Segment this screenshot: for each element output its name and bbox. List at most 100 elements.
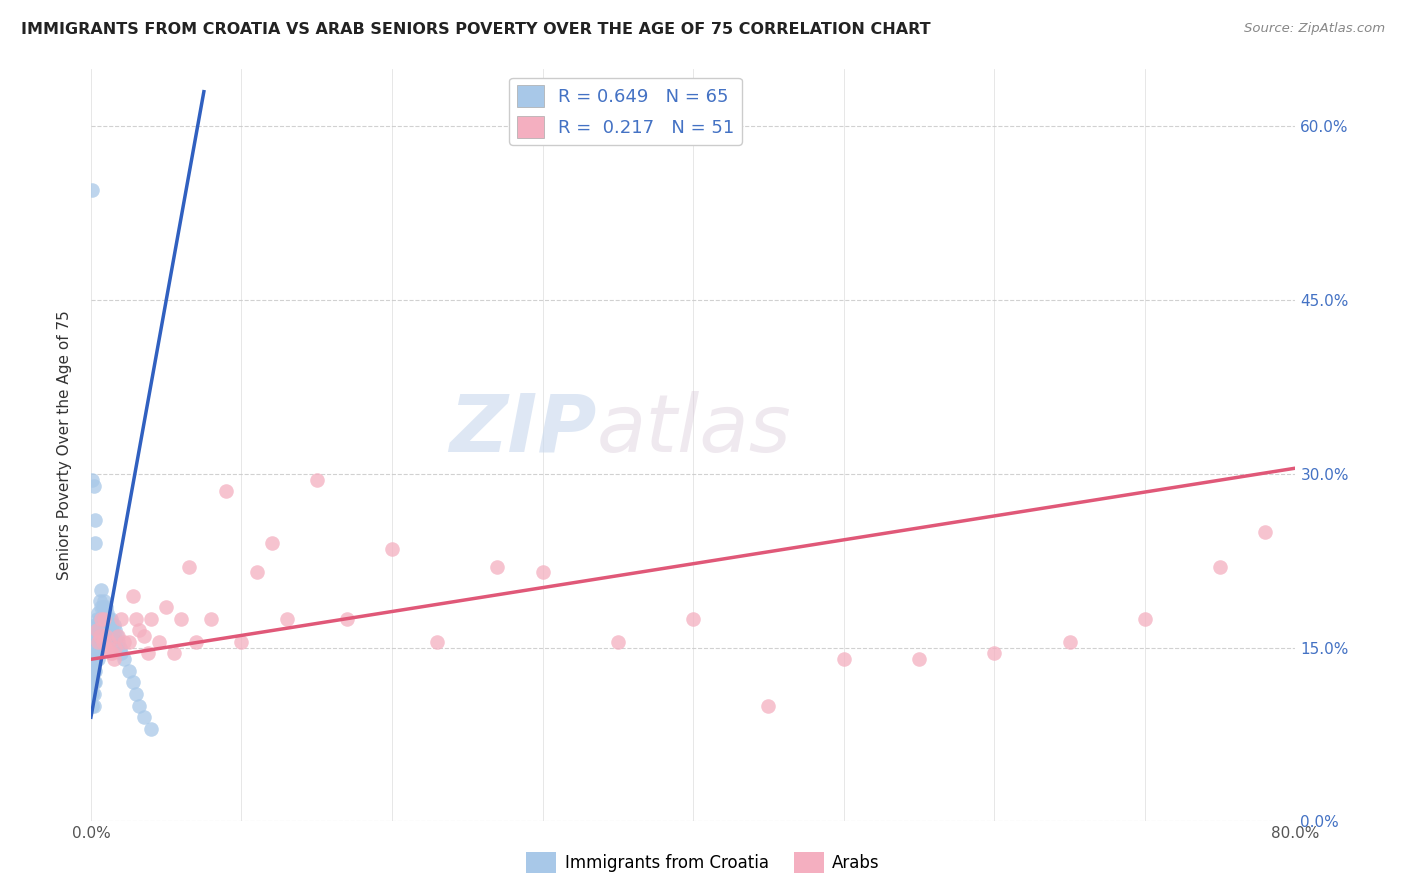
Point [177, 559, 200, 574]
Point [132, 629, 155, 643]
Point [426, 635, 449, 649]
Point [103, 629, 125, 643]
Text: Source: ZipAtlas.com: Source: ZipAtlas.com [1244, 22, 1385, 36]
Point [86, 624, 108, 638]
Point [89, 594, 111, 608]
Point [84, 513, 107, 527]
Point [682, 612, 704, 626]
Text: IMMIGRANTS FROM CROATIA VS ARAB SENIORS POVERTY OVER THE AGE OF 75 CORRELATION C: IMMIGRANTS FROM CROATIA VS ARAB SENIORS … [21, 22, 931, 37]
Point [101, 617, 124, 632]
Point [215, 484, 238, 499]
Point [82, 664, 104, 678]
Point [87, 629, 110, 643]
Point [832, 652, 855, 666]
Point [122, 589, 145, 603]
Point [86, 647, 108, 661]
Point [231, 635, 253, 649]
Legend: Immigrants from Croatia, Arabs: Immigrants from Croatia, Arabs [520, 846, 886, 880]
Point [110, 612, 132, 626]
Point [606, 635, 628, 649]
Point [94, 629, 117, 643]
Point [90, 617, 112, 632]
Point [91, 612, 114, 626]
Point [94, 617, 117, 632]
Point [122, 675, 145, 690]
Point [112, 652, 135, 666]
Point [89, 612, 111, 626]
Point [125, 687, 148, 701]
Text: atlas: atlas [596, 391, 792, 469]
Point [87, 652, 110, 666]
Point [1059, 635, 1081, 649]
Point [83, 664, 105, 678]
Point [105, 629, 128, 643]
Point [91, 624, 114, 638]
Point [83, 478, 105, 492]
Point [82, 675, 104, 690]
Point [141, 722, 163, 736]
Point [200, 612, 222, 626]
Point [82, 473, 104, 487]
Point [107, 635, 129, 649]
Point [1209, 559, 1232, 574]
Legend: R = 0.649   N = 65, R =  0.217   N = 51: R = 0.649 N = 65, R = 0.217 N = 51 [509, 78, 742, 145]
Point [305, 473, 328, 487]
Point [163, 647, 186, 661]
Point [381, 542, 404, 557]
Point [86, 624, 108, 638]
Point [90, 600, 112, 615]
Point [96, 617, 118, 632]
Point [103, 652, 125, 666]
Point [83, 675, 105, 690]
Point [83, 687, 105, 701]
Point [103, 617, 125, 632]
Point [82, 698, 104, 713]
Point [531, 566, 554, 580]
Point [112, 635, 135, 649]
Point [128, 624, 150, 638]
Point [86, 635, 108, 649]
Point [90, 612, 112, 626]
Point [98, 635, 121, 649]
Point [86, 612, 108, 626]
Point [87, 640, 110, 655]
Point [98, 624, 121, 638]
Point [100, 612, 122, 626]
Point [108, 640, 131, 655]
Point [486, 559, 509, 574]
Point [91, 635, 114, 649]
Point [87, 635, 110, 649]
Point [104, 640, 127, 655]
Point [84, 640, 107, 655]
Point [82, 687, 104, 701]
Point [104, 624, 127, 638]
Point [93, 594, 115, 608]
Point [908, 652, 931, 666]
Point [89, 635, 111, 649]
Point [170, 612, 193, 626]
Point [758, 698, 780, 713]
Point [83, 698, 105, 713]
Point [1133, 612, 1156, 626]
Point [89, 629, 111, 643]
Point [128, 698, 150, 713]
Point [117, 635, 139, 649]
Point [84, 617, 107, 632]
Point [96, 606, 118, 620]
Point [91, 600, 114, 615]
Point [84, 629, 107, 643]
Point [132, 710, 155, 724]
Point [245, 566, 267, 580]
Point [983, 647, 1005, 661]
Point [1254, 524, 1277, 539]
Point [87, 606, 110, 620]
Point [93, 612, 115, 626]
Point [84, 675, 107, 690]
Point [101, 647, 124, 661]
Point [125, 612, 148, 626]
Text: ZIP: ZIP [450, 391, 596, 469]
Point [83, 652, 105, 666]
Point [336, 612, 359, 626]
Point [141, 612, 163, 626]
Point [100, 647, 122, 661]
